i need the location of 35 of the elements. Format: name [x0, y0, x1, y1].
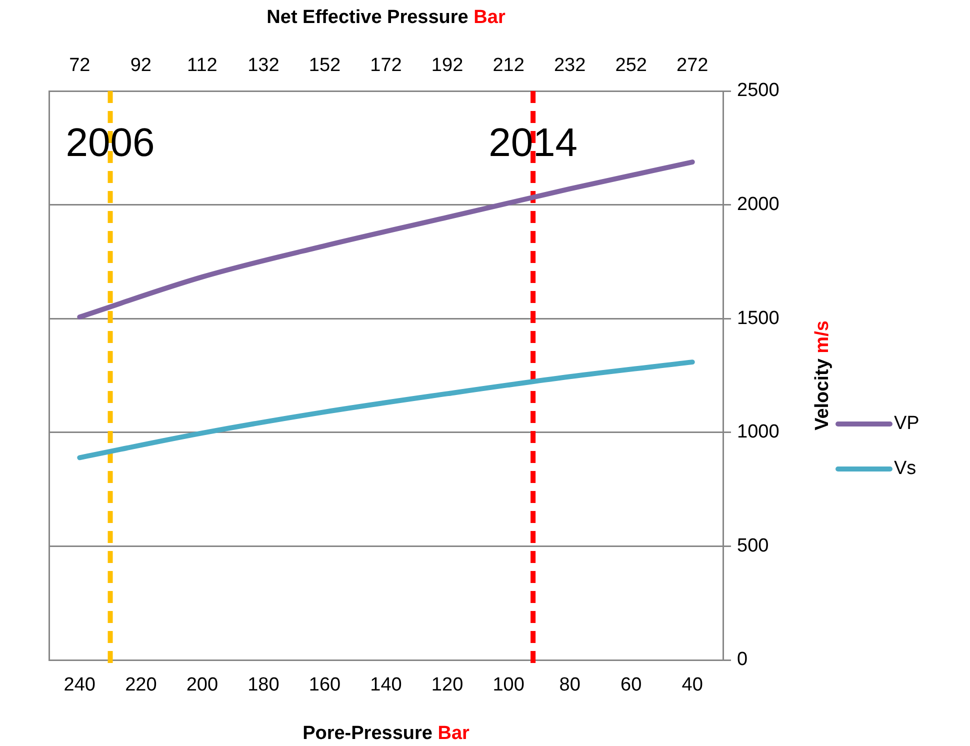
- x-tick-label: 140: [370, 674, 402, 696]
- x2-tick-label: 112: [187, 54, 218, 76]
- x2-tick-label: 172: [370, 54, 402, 76]
- x-tick-label: 240: [64, 674, 96, 696]
- x2-tick-label: 92: [130, 54, 152, 76]
- x-axis-title: Pore-Pressure Bar: [302, 723, 470, 744]
- x-tick-label: 120: [431, 674, 464, 696]
- x-tick-label: 100: [492, 674, 524, 696]
- y2-tick-label: 0: [737, 649, 748, 670]
- x2-tick-label: 212: [492, 54, 524, 76]
- x2-axis-title: Net Effective Pressure Bar: [266, 7, 506, 28]
- x-tick-label: 200: [186, 674, 218, 696]
- x-tick-label: 180: [248, 674, 280, 696]
- x2-tick-label: 192: [431, 54, 464, 76]
- x2-tick-label: 272: [676, 54, 708, 76]
- x2-tick-label: 152: [308, 54, 341, 76]
- legend-label: Vs: [894, 458, 916, 480]
- y2-tick-label: 2500: [737, 80, 780, 102]
- x-tick-label: 40: [682, 674, 703, 696]
- annotation: 2014: [488, 121, 578, 166]
- y2-tick-label: 1500: [737, 308, 780, 329]
- annotation: 2006: [66, 121, 155, 166]
- y2-tick-label: 2000: [737, 194, 780, 216]
- y2-tick-label: 1000: [737, 422, 780, 443]
- x2-tick-label: 72: [69, 54, 90, 76]
- x-tick-label: 80: [559, 674, 580, 696]
- legend-label: VP: [894, 413, 920, 434]
- x-tick-label: 60: [620, 674, 642, 696]
- x2-tick-label: 132: [248, 54, 280, 76]
- y2-axis-title: Velocity m/s: [812, 320, 834, 430]
- x2-tick-label: 232: [554, 54, 586, 76]
- x2-tick-label: 252: [615, 54, 647, 76]
- y2-tick-label: 500: [737, 535, 769, 556]
- x-tick-label: 160: [308, 674, 341, 696]
- x-tick-label: 220: [125, 674, 157, 696]
